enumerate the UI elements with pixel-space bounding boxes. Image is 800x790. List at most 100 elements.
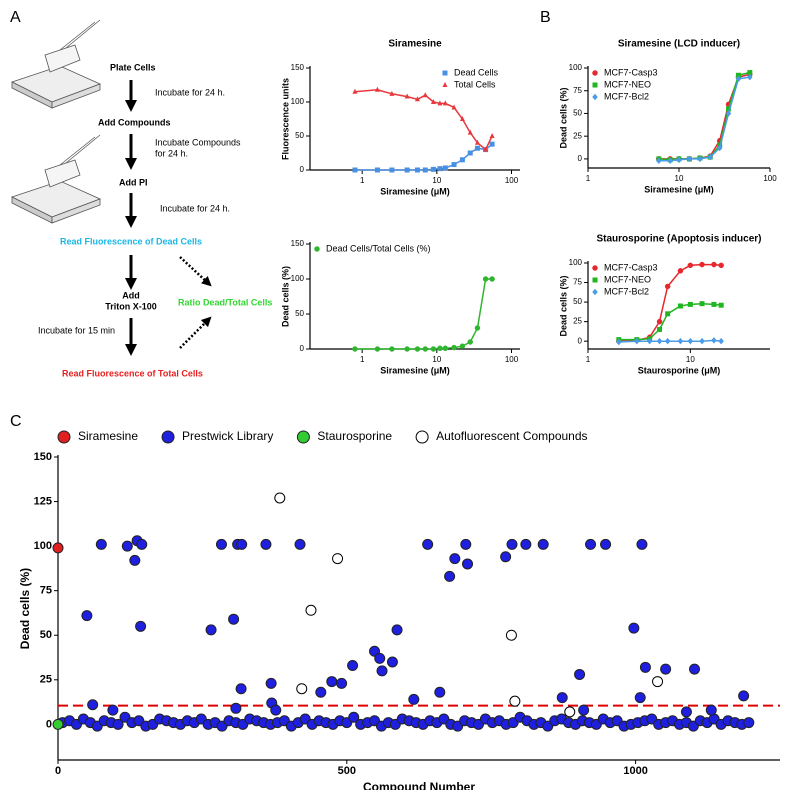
chart-title: Siramesine (LCD inducer) bbox=[618, 39, 740, 50]
marker bbox=[664, 283, 671, 290]
marker bbox=[462, 558, 474, 570]
legend-marker bbox=[442, 70, 448, 76]
marker bbox=[686, 155, 693, 163]
step: Add bbox=[122, 290, 140, 300]
marker bbox=[634, 692, 646, 704]
marker bbox=[404, 167, 410, 173]
marker bbox=[699, 261, 705, 268]
x-axis-label: Staurosporine (μM) bbox=[638, 365, 721, 375]
legend-marker bbox=[592, 82, 598, 88]
marker bbox=[451, 162, 457, 168]
x-tick-label: 1000 bbox=[623, 765, 647, 777]
marker bbox=[460, 538, 472, 550]
marker bbox=[52, 542, 64, 554]
marker bbox=[726, 106, 732, 112]
y-tick-label: 75 bbox=[40, 585, 52, 597]
marker bbox=[628, 622, 640, 634]
chart-title: Siramesine bbox=[388, 39, 442, 50]
y-tick-label: 50 bbox=[573, 109, 582, 118]
legend-marker bbox=[161, 430, 175, 444]
marker bbox=[95, 538, 107, 550]
y-axis-label: Dead cells (%) bbox=[558, 87, 568, 148]
marker bbox=[711, 301, 717, 307]
legend-label: Dead Cells/Total Cells (%) bbox=[326, 243, 431, 253]
y-axis-label: Dead cells (%) bbox=[558, 275, 568, 336]
marker bbox=[689, 663, 701, 675]
marker bbox=[680, 706, 692, 718]
y-tick-label: 50 bbox=[40, 629, 52, 641]
marker bbox=[725, 110, 732, 117]
panel-label: A bbox=[10, 9, 21, 26]
marker bbox=[87, 699, 99, 711]
marker bbox=[474, 139, 480, 145]
marker bbox=[474, 145, 480, 151]
marker bbox=[489, 141, 495, 147]
marker bbox=[716, 144, 723, 152]
marker bbox=[574, 668, 586, 680]
legend-label: Autofluorescent Compounds bbox=[436, 429, 587, 443]
marker bbox=[422, 538, 434, 550]
marker bbox=[467, 339, 473, 345]
marker bbox=[442, 345, 449, 352]
legend-label: MCF7-NEO bbox=[604, 274, 651, 284]
marker bbox=[459, 157, 465, 163]
x-tick-label: 1 bbox=[360, 176, 365, 185]
marker bbox=[274, 492, 286, 504]
x-tick-label: 100 bbox=[505, 355, 519, 364]
marker bbox=[660, 663, 672, 675]
curve bbox=[658, 76, 750, 162]
marker bbox=[699, 301, 705, 307]
marker bbox=[236, 538, 248, 550]
marker bbox=[389, 167, 395, 173]
legend-marker bbox=[314, 246, 320, 252]
marker bbox=[616, 338, 622, 346]
legend-label: MCF7-Casp3 bbox=[604, 262, 658, 272]
marker bbox=[459, 116, 465, 121]
marker bbox=[430, 346, 437, 352]
legend-label: Dead Cells bbox=[454, 67, 499, 77]
marker bbox=[634, 337, 640, 345]
y-tick-label: 25 bbox=[573, 131, 582, 140]
marker bbox=[404, 93, 410, 99]
marker bbox=[600, 538, 612, 550]
y-tick-label: 50 bbox=[295, 131, 304, 140]
legend-marker bbox=[592, 277, 598, 283]
marker bbox=[639, 661, 651, 673]
marker bbox=[205, 624, 217, 636]
marker bbox=[564, 706, 576, 718]
marker bbox=[52, 718, 64, 730]
x-tick-label: 10 bbox=[675, 174, 684, 183]
x-tick-label: 1 bbox=[586, 174, 591, 183]
marker bbox=[743, 717, 755, 729]
legend-label: MCF7-Bcl2 bbox=[604, 91, 649, 101]
panel-label: C bbox=[10, 413, 22, 430]
y-tick-label: 100 bbox=[34, 540, 52, 552]
marker bbox=[699, 337, 705, 345]
marker bbox=[585, 538, 597, 550]
y-tick-label: 0 bbox=[300, 165, 305, 174]
marker bbox=[489, 133, 495, 138]
marker bbox=[735, 75, 742, 83]
marker bbox=[677, 337, 684, 345]
marker bbox=[537, 538, 549, 550]
step-note: Incubate for 24 h. bbox=[155, 87, 225, 97]
marker bbox=[437, 100, 443, 106]
marker bbox=[430, 166, 436, 172]
marker bbox=[422, 92, 428, 98]
curve bbox=[618, 302, 722, 341]
marker bbox=[107, 704, 119, 716]
marker bbox=[718, 262, 724, 269]
marker bbox=[347, 660, 359, 672]
curve bbox=[354, 89, 493, 151]
x-axis-label: Siramesine (μM) bbox=[380, 365, 450, 375]
step: Triton X-100 bbox=[105, 301, 157, 311]
marker bbox=[500, 551, 512, 563]
marker bbox=[451, 104, 457, 110]
marker bbox=[505, 629, 517, 641]
panel-label: B bbox=[540, 9, 551, 26]
marker bbox=[389, 90, 395, 96]
marker bbox=[352, 88, 358, 94]
marker bbox=[735, 72, 741, 78]
y-axis-label: Dead cells (%) bbox=[18, 568, 32, 649]
marker bbox=[135, 620, 147, 632]
